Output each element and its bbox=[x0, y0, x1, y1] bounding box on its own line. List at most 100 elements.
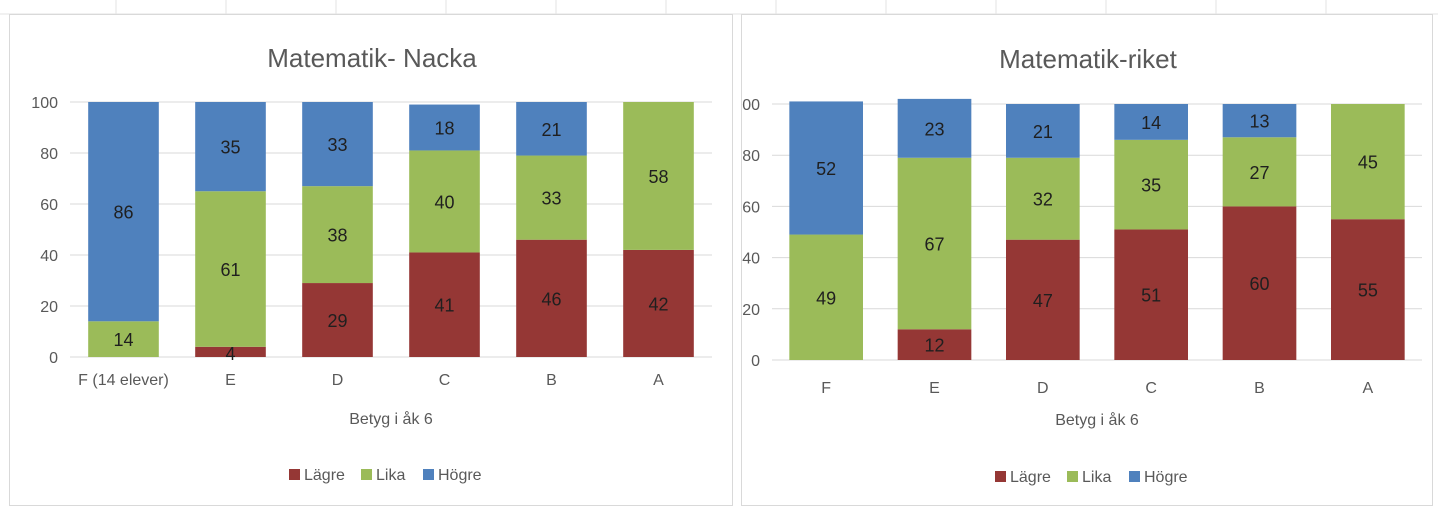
data-label: 46 bbox=[541, 289, 561, 309]
data-label: 40 bbox=[434, 192, 454, 212]
bar-segment-hogre[interactable] bbox=[409, 104, 480, 151]
data-label: 61 bbox=[220, 260, 240, 280]
data-label: 41 bbox=[434, 296, 454, 316]
x-axis-title: Betyg i åk 6 bbox=[349, 410, 433, 428]
x-category-label: E bbox=[225, 372, 236, 389]
legend-label-lika[interactable]: Lika bbox=[376, 467, 405, 484]
legend-swatch-lika bbox=[1067, 471, 1078, 482]
legend-swatch-hogre bbox=[423, 469, 434, 480]
bar-segment-hogre[interactable] bbox=[1006, 104, 1080, 158]
y-tick-label: 0 bbox=[751, 353, 760, 370]
y-tick-label: 60 bbox=[40, 197, 58, 214]
y-tick-label: 0 bbox=[49, 350, 58, 367]
x-category-label: F bbox=[821, 380, 831, 397]
y-tick-label: 40 bbox=[40, 248, 58, 265]
data-label: 18 bbox=[434, 119, 454, 139]
x-category-label: B bbox=[1254, 380, 1265, 397]
bar-segment-hogre[interactable] bbox=[302, 102, 373, 187]
data-label: 21 bbox=[541, 120, 561, 140]
data-label: 67 bbox=[924, 235, 944, 255]
bar-segment-lika[interactable] bbox=[1114, 139, 1188, 230]
y-tick-label: 100 bbox=[31, 95, 58, 112]
bar-segment-lagre[interactable] bbox=[1006, 239, 1080, 360]
data-label: 52 bbox=[816, 159, 836, 179]
data-label: 49 bbox=[816, 288, 836, 308]
legend-label-hogre[interactable]: Högre bbox=[1144, 469, 1188, 486]
chart-title: Matematik- Nacka bbox=[267, 43, 477, 73]
chart-riket: Matematik-riket 0 20 40 60 80 100 49 52 F 12 67 23 E 4… bbox=[742, 44, 1422, 486]
bar-segment-lagre[interactable] bbox=[623, 249, 694, 357]
legend-swatch-lika bbox=[361, 469, 372, 480]
x-category-label: D bbox=[1037, 380, 1049, 397]
chart-nacka: Matematik- Nacka 0 20 40 60 80 100 14 86 F (14 el… bbox=[31, 43, 712, 484]
bar-segment-hogre[interactable] bbox=[1114, 104, 1188, 140]
x-category-label: C bbox=[1145, 380, 1157, 397]
bar-segment-hogre[interactable] bbox=[516, 102, 587, 156]
legend-label-lika[interactable]: Lika bbox=[1082, 469, 1111, 486]
legend: Lägre Lika Högre bbox=[995, 469, 1188, 486]
data-label: 27 bbox=[1249, 163, 1269, 183]
bar-segment-lika[interactable] bbox=[88, 321, 159, 357]
x-category-label: B bbox=[546, 372, 557, 389]
x-axis-title: Betyg i åk 6 bbox=[1055, 411, 1139, 429]
legend: Lägre Lika Högre bbox=[289, 467, 482, 484]
bar-segment-lika[interactable] bbox=[516, 155, 587, 240]
data-label: 33 bbox=[541, 189, 561, 209]
bar-segment-lagre[interactable] bbox=[1331, 219, 1405, 360]
legend-swatch-lagre bbox=[995, 471, 1006, 482]
bar-segment-lagre[interactable] bbox=[195, 346, 266, 357]
data-label: 33 bbox=[327, 135, 347, 155]
bar-segment-lagre[interactable] bbox=[897, 329, 972, 360]
legend-label-hogre[interactable]: Högre bbox=[438, 467, 482, 484]
bar-segment-hogre[interactable] bbox=[195, 102, 266, 192]
legend-label-lagre[interactable]: Lägre bbox=[304, 467, 345, 484]
bar-segment-lika[interactable] bbox=[897, 157, 972, 330]
y-tick-label: 80 bbox=[40, 146, 58, 163]
data-label: 55 bbox=[1358, 281, 1378, 301]
bar-segment-lagre[interactable] bbox=[1114, 229, 1188, 360]
x-category-label: C bbox=[439, 372, 451, 389]
data-label: 60 bbox=[1249, 274, 1269, 294]
y-tick-label: 20 bbox=[742, 302, 760, 319]
chart-title: Matematik-riket bbox=[999, 44, 1177, 74]
bar-segment-lika[interactable] bbox=[1006, 157, 1080, 240]
bar-segment-lagre[interactable] bbox=[409, 252, 480, 357]
bar-segment-hogre[interactable] bbox=[1222, 104, 1297, 138]
y-tick-label: 80 bbox=[742, 148, 760, 165]
y-tick-label: 60 bbox=[742, 199, 760, 216]
data-label: 42 bbox=[648, 294, 668, 314]
bar-segment-lika[interactable] bbox=[789, 234, 863, 360]
bar-segment-hogre[interactable] bbox=[88, 102, 159, 322]
legend-label-lagre[interactable]: Lägre bbox=[1010, 469, 1051, 486]
data-label: 58 bbox=[648, 167, 668, 187]
bar-segment-lika[interactable] bbox=[195, 191, 266, 347]
bar-segment-lika[interactable] bbox=[302, 186, 373, 284]
data-label: 51 bbox=[1141, 286, 1161, 306]
data-label: 23 bbox=[924, 119, 944, 139]
data-label: 4 bbox=[225, 344, 235, 364]
data-label: 35 bbox=[1141, 176, 1161, 196]
bar-segment-lika[interactable] bbox=[1222, 137, 1297, 207]
bar-segment-lagre[interactable] bbox=[1222, 206, 1297, 360]
y-tick-label: 100 bbox=[742, 97, 760, 114]
x-category-label: F (14 elever) bbox=[78, 372, 169, 389]
bar-segment-lagre[interactable] bbox=[302, 283, 373, 357]
x-category-label: E bbox=[929, 380, 940, 397]
data-label: 13 bbox=[1249, 112, 1269, 132]
bar-segment-lika[interactable] bbox=[1331, 104, 1405, 220]
data-label: 29 bbox=[327, 311, 347, 331]
bar-segment-lagre[interactable] bbox=[516, 239, 587, 357]
y-tick-label: 20 bbox=[40, 299, 58, 316]
data-label: 86 bbox=[113, 203, 133, 223]
bar-segment-lika[interactable] bbox=[409, 150, 480, 253]
legend-swatch-lagre bbox=[289, 469, 300, 480]
bar-segment-lika[interactable] bbox=[623, 102, 694, 250]
chart-panel-nacka[interactable]: Matematik- Nacka 0 20 40 60 80 100 14 86 F (14 el… bbox=[9, 14, 733, 506]
data-label: 14 bbox=[1141, 113, 1161, 133]
bar-segment-hogre[interactable] bbox=[897, 98, 972, 158]
data-label: 47 bbox=[1033, 291, 1053, 311]
bar-segment-hogre[interactable] bbox=[789, 101, 863, 235]
legend-swatch-hogre bbox=[1129, 471, 1140, 482]
chart-panel-riket[interactable]: Matematik-riket 0 20 40 60 80 100 49 52 F 12 67 23 E 4… bbox=[741, 14, 1433, 506]
data-label: 12 bbox=[924, 336, 944, 356]
